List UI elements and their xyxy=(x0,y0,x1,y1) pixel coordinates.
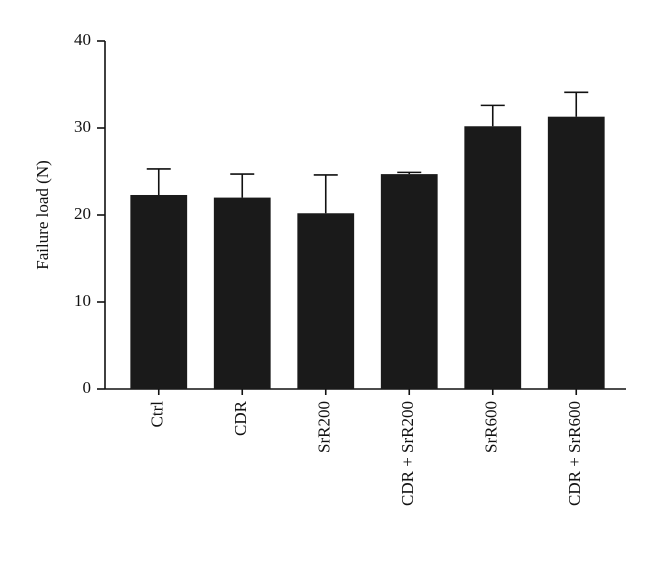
y-tick-label: 40 xyxy=(74,30,91,49)
y-tick-label: 0 xyxy=(83,378,92,397)
x-tick-label: CDR + SrR200 xyxy=(398,401,417,506)
y-tick-label: 30 xyxy=(74,117,91,136)
y-tick-label: 20 xyxy=(74,204,91,223)
x-tick-label: SrR200 xyxy=(315,401,334,453)
y-tick-label: 10 xyxy=(74,291,91,310)
y-axis-label: Failure load (N) xyxy=(33,160,52,270)
x-tick-label: Ctrl xyxy=(148,401,167,428)
bar xyxy=(380,174,438,389)
bar xyxy=(297,213,355,389)
bar xyxy=(130,194,188,389)
x-tick-label: SrR600 xyxy=(482,401,501,453)
x-tick-label: CDR + SrR600 xyxy=(565,401,584,506)
bar xyxy=(213,197,271,389)
x-tick-label: CDR xyxy=(231,400,250,436)
bar xyxy=(464,126,522,389)
bar xyxy=(547,116,605,389)
